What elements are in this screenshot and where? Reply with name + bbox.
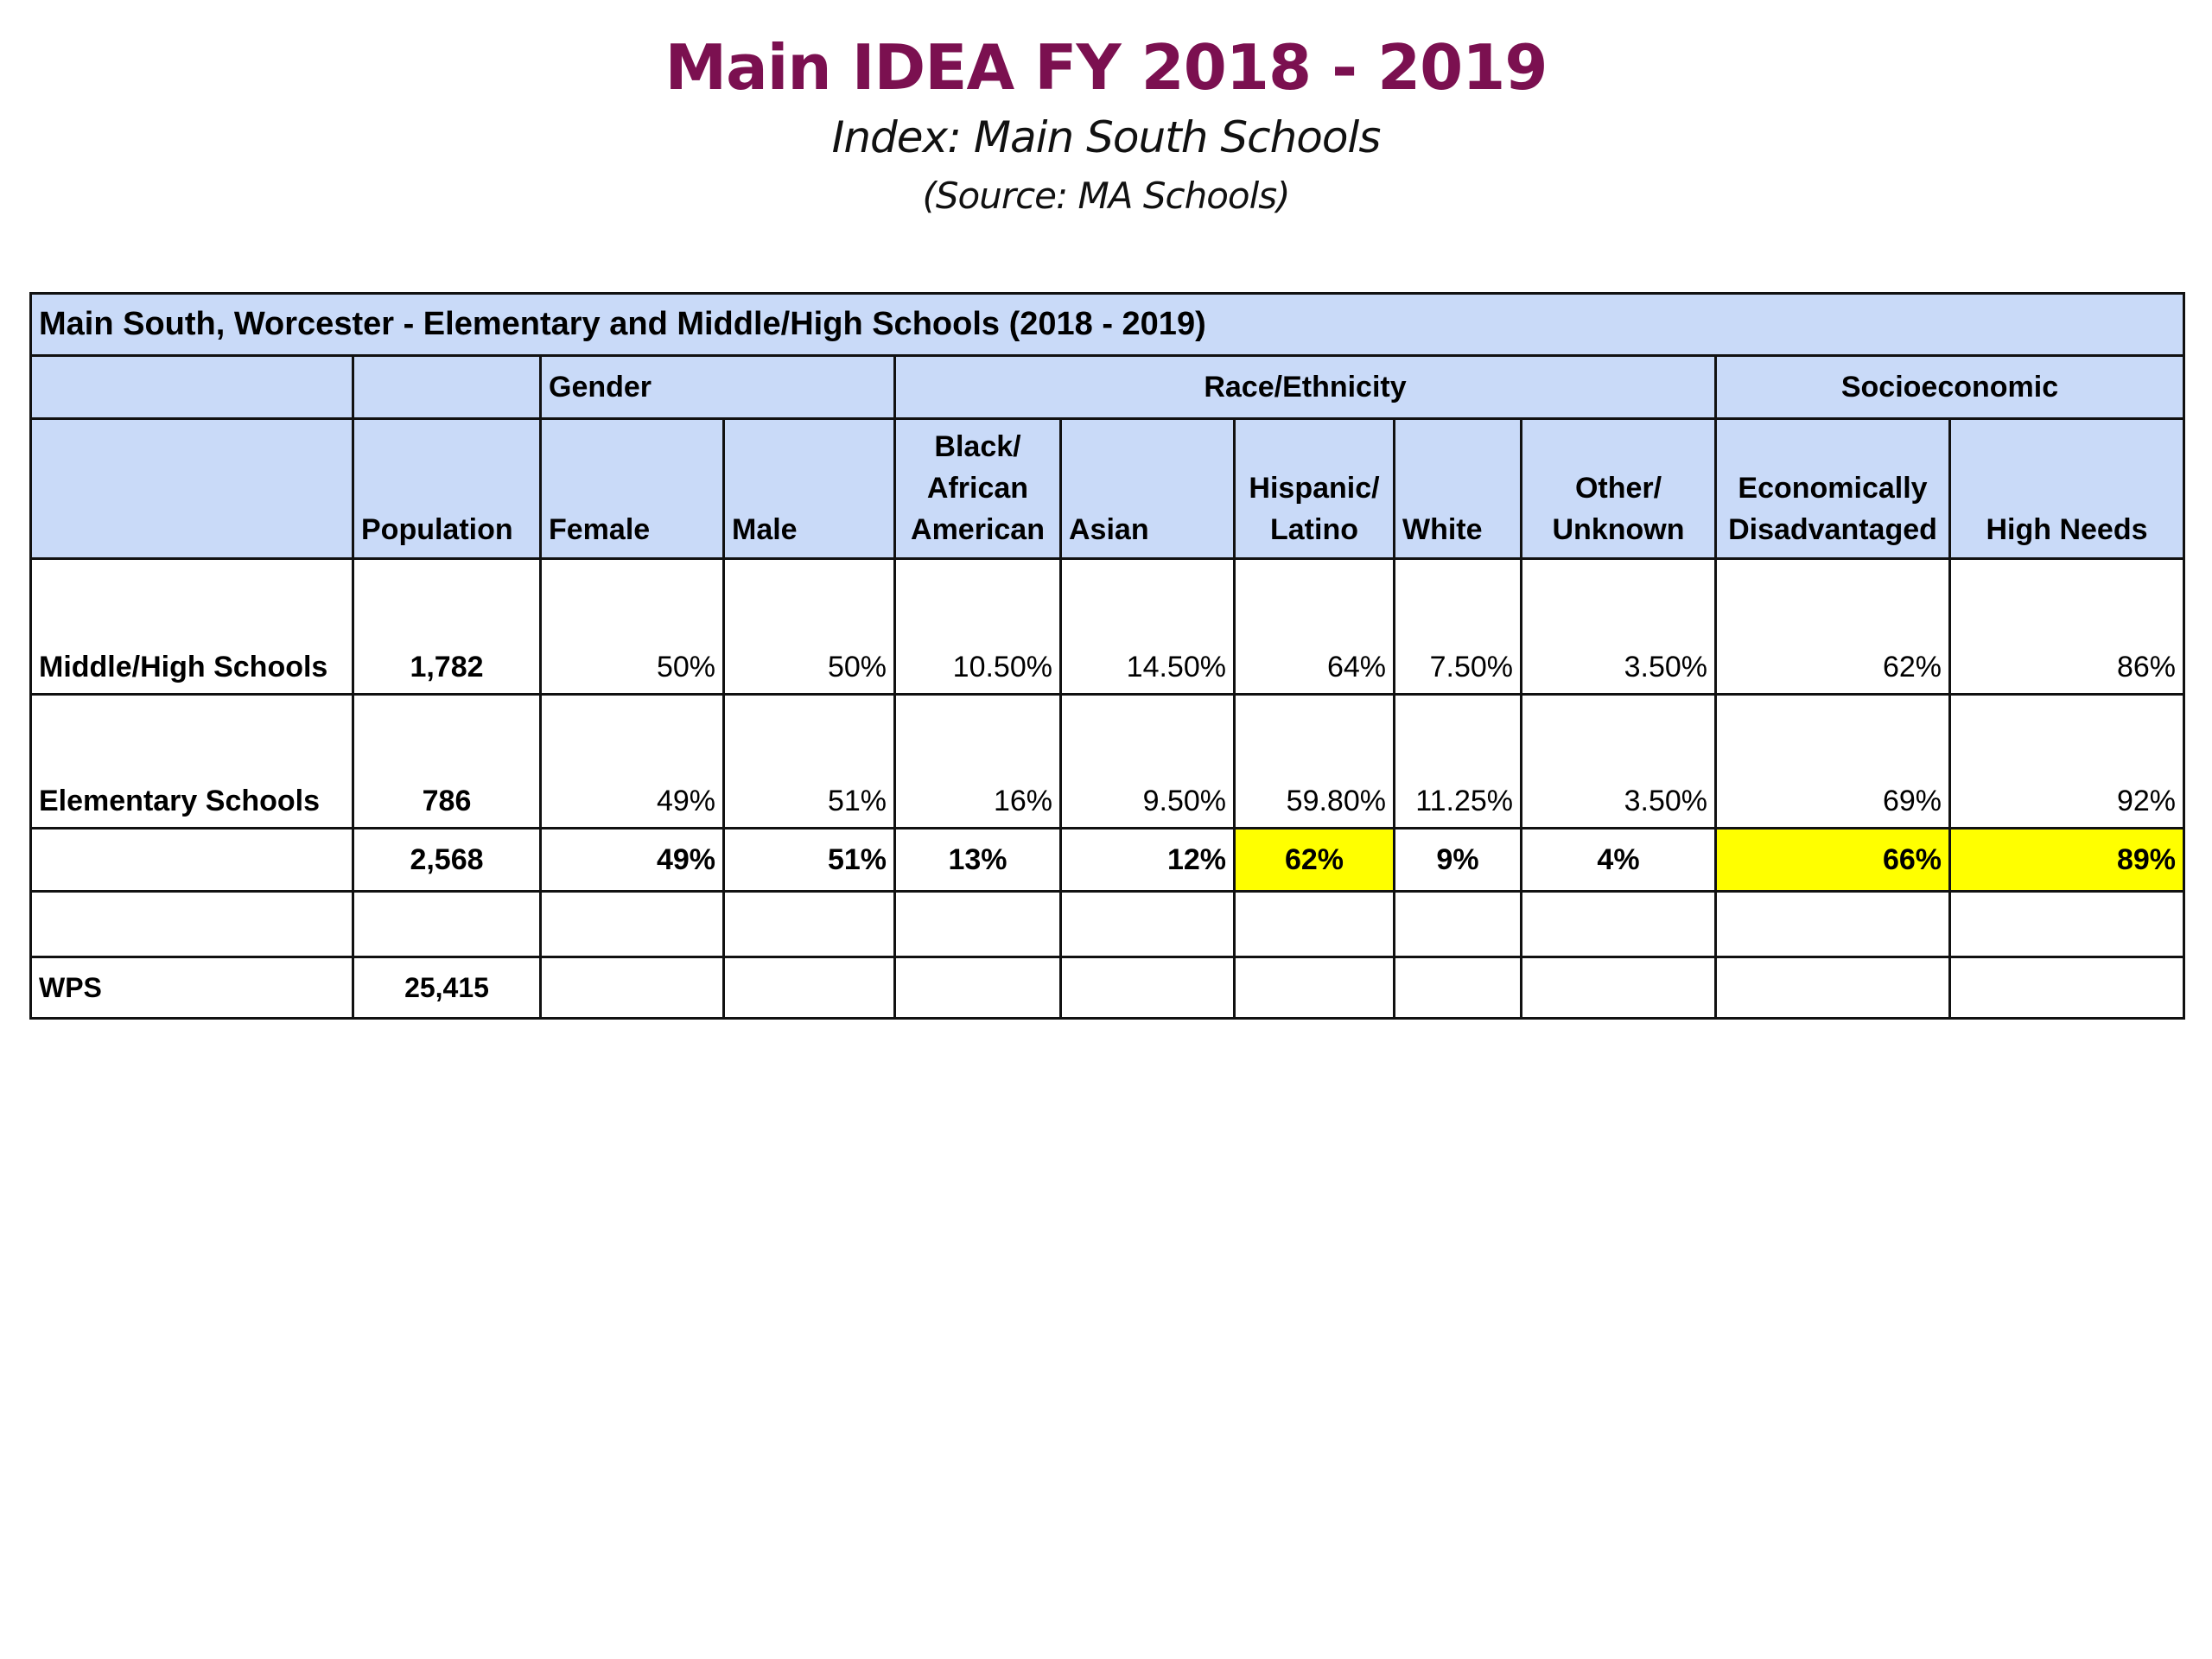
cell-high-needs-highlighted: 89% <box>1948 827 2185 893</box>
wps-row: WPS 25,415 <box>29 956 2185 1020</box>
cell-male: 50% <box>722 557 896 696</box>
cell-population: 2,568 <box>352 827 542 893</box>
page-title: Main IDEA FY 2018 - 2019 <box>664 31 1548 104</box>
cell-asian: 9.50% <box>1059 693 1236 830</box>
row-label <box>29 827 354 893</box>
cell-other: 3.50% <box>1520 693 1717 830</box>
empty-cell <box>1714 890 1951 958</box>
empty-cell <box>539 890 725 958</box>
empty-cell <box>352 890 542 958</box>
row-label: WPS <box>29 956 354 1020</box>
cell-hispanic-highlighted: 62% <box>1233 827 1395 893</box>
col-black-line: African <box>926 472 1029 505</box>
cell-population: 1,782 <box>352 557 542 696</box>
group-socio: Socioeconomic <box>1714 354 2185 420</box>
empty-cell <box>539 956 725 1020</box>
cell-econ: 62% <box>1714 557 1951 696</box>
col-other: Other/Unknown <box>1520 417 1717 560</box>
cell-econ: 69% <box>1714 693 1951 830</box>
cell-other: 3.50% <box>1520 557 1717 696</box>
empty-cell <box>29 417 354 560</box>
cell-asian: 12% <box>1059 827 1236 893</box>
col-hispanic: Hispanic/Latino <box>1233 417 1395 560</box>
empty-cell <box>1393 890 1522 958</box>
cell-male: 51% <box>722 827 896 893</box>
col-high-needs: High Needs <box>1948 417 2185 560</box>
cell-population: 786 <box>352 693 542 830</box>
empty-cell <box>893 890 1062 958</box>
col-population: Population <box>352 417 542 560</box>
empty-cell <box>1393 956 1522 1020</box>
total-row: 2,568 49% 51% 13% 12% 62% 9% 4% 66% 89% <box>29 827 2185 893</box>
cell-white: 9% <box>1393 827 1522 893</box>
cell-black: 16% <box>893 693 1062 830</box>
table-row: Middle/High Schools 1,782 50% 50% 10.50%… <box>29 557 2185 696</box>
empty-cell <box>29 354 354 420</box>
cell-hispanic: 64% <box>1233 557 1395 696</box>
cell-white: 11.25% <box>1393 693 1522 830</box>
empty-cell <box>1233 956 1395 1020</box>
cell-female: 49% <box>539 827 725 893</box>
empty-cell <box>1520 956 1717 1020</box>
group-header-row: Gender Race/Ethnicity Socioeconomic <box>29 354 2185 420</box>
col-asian: Asian <box>1059 417 1236 560</box>
cell-asian: 14.50% <box>1059 557 1236 696</box>
empty-cell <box>722 890 896 958</box>
row-label: Elementary Schools <box>29 693 354 830</box>
column-header-row: Population Female Male Black/African Amer… <box>29 417 2185 560</box>
empty-cell <box>1948 890 2185 958</box>
cell-black: 10.50% <box>893 557 1062 696</box>
cell-population: 25,415 <box>352 956 542 1020</box>
empty-cell <box>1059 890 1236 958</box>
col-econ-line: Economically <box>1738 472 1928 505</box>
cell-other: 4% <box>1520 827 1717 893</box>
table-row: Elementary Schools 786 49% 51% 16% 9.50%… <box>29 693 2185 830</box>
col-male: Male <box>722 417 896 560</box>
col-other-line: Other/ <box>1574 472 1662 505</box>
empty-cell <box>1520 890 1717 958</box>
empty-cell <box>1714 956 1951 1020</box>
col-hispanic-line: Hispanic/ <box>1249 472 1380 505</box>
cell-hispanic: 59.80% <box>1233 693 1395 830</box>
empty-cell <box>722 956 896 1020</box>
page-subtitle: Index: Main South Schools <box>831 112 1382 162</box>
table-caption: Main South, Worcester - Elementary and M… <box>29 292 2185 357</box>
col-black-line: American <box>911 513 1045 546</box>
cell-high-needs: 86% <box>1948 557 2185 696</box>
col-black: Black/African American <box>893 417 1062 560</box>
col-black-line: Black/ <box>934 430 1021 463</box>
cell-white: 7.50% <box>1393 557 1522 696</box>
cell-black: 13% <box>893 827 1062 893</box>
empty-cell <box>893 956 1062 1020</box>
table-caption-row: Main South, Worcester - Elementary and M… <box>29 292 2185 357</box>
col-other-line: Unknown <box>1552 513 1685 546</box>
demographics-table: Main South, Worcester - Elementary and M… <box>29 292 2185 1020</box>
empty-cell <box>1059 956 1236 1020</box>
col-hispanic-line: Latino <box>1270 513 1358 546</box>
cell-male: 51% <box>722 693 896 830</box>
empty-cell <box>1948 956 2185 1020</box>
cell-econ-highlighted: 66% <box>1714 827 1951 893</box>
col-econ: Economically Disadvantaged <box>1714 417 1951 560</box>
cell-female: 49% <box>539 693 725 830</box>
cell-high-needs: 92% <box>1948 693 2185 830</box>
group-race: Race/Ethnicity <box>893 354 1717 420</box>
cell-female: 50% <box>539 557 725 696</box>
col-econ-line: Disadvantaged <box>1728 513 1937 546</box>
col-female: Female <box>539 417 725 560</box>
source-note: (Source: MA Schools) <box>922 175 1290 217</box>
empty-cell <box>1233 890 1395 958</box>
row-label: Middle/High Schools <box>29 557 354 696</box>
col-white: White <box>1393 417 1522 560</box>
group-gender: Gender <box>539 354 896 420</box>
empty-cell <box>29 890 354 958</box>
empty-cell <box>352 354 542 420</box>
empty-row <box>29 890 2185 958</box>
